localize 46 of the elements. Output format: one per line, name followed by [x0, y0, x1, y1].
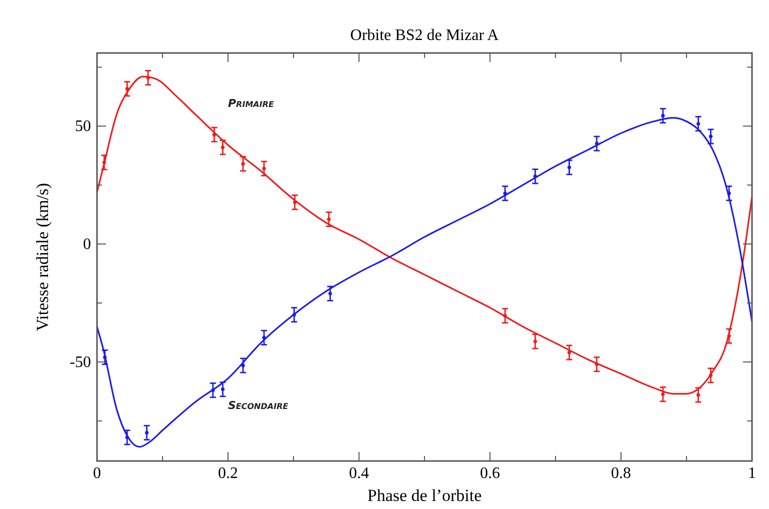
point: [220, 388, 225, 392]
x-tick-label: 0.4: [349, 465, 369, 482]
point: [533, 340, 537, 344]
point: [125, 87, 129, 91]
point: [503, 192, 507, 196]
point: [102, 160, 106, 164]
point: [533, 174, 537, 178]
point: [328, 292, 332, 296]
point: [211, 388, 215, 392]
point: [567, 350, 572, 354]
point: [146, 76, 150, 80]
point: [696, 393, 700, 397]
text: Primaire: [228, 97, 274, 110]
x-tick-label: 0.6: [480, 465, 500, 482]
point: [262, 336, 266, 340]
point: [696, 122, 700, 126]
point: [103, 355, 107, 360]
y-axis-title: Vitesse radiale (km/s): [33, 182, 52, 332]
chart-title: Orbite BS2 de Mizar A: [350, 27, 500, 44]
point: [661, 114, 665, 118]
point: [144, 430, 149, 434]
point: [125, 436, 129, 440]
x-tick-label: 0.8: [611, 465, 631, 482]
series-label: Secondaire: [228, 399, 289, 412]
x-tick-label: 0.2: [218, 465, 238, 482]
point: [503, 314, 507, 318]
point: [661, 392, 665, 396]
point: [594, 362, 599, 366]
point: [727, 192, 731, 196]
point: [327, 217, 331, 222]
y-tick-label: 0: [83, 236, 91, 254]
y-tick-label: 50: [75, 118, 91, 136]
y-tick-label: -50: [70, 354, 91, 371]
x-axis-title: Phase de l’orbite: [367, 486, 482, 505]
point: [212, 132, 216, 136]
point: [241, 364, 245, 368]
point: [293, 200, 297, 204]
point: [292, 312, 296, 317]
point: [220, 146, 225, 150]
x-tick-label: 1: [748, 465, 756, 482]
point: [727, 334, 731, 338]
point: [708, 374, 713, 378]
point: [708, 134, 713, 138]
point: [262, 166, 266, 170]
point: [594, 142, 599, 146]
point: [241, 162, 245, 166]
